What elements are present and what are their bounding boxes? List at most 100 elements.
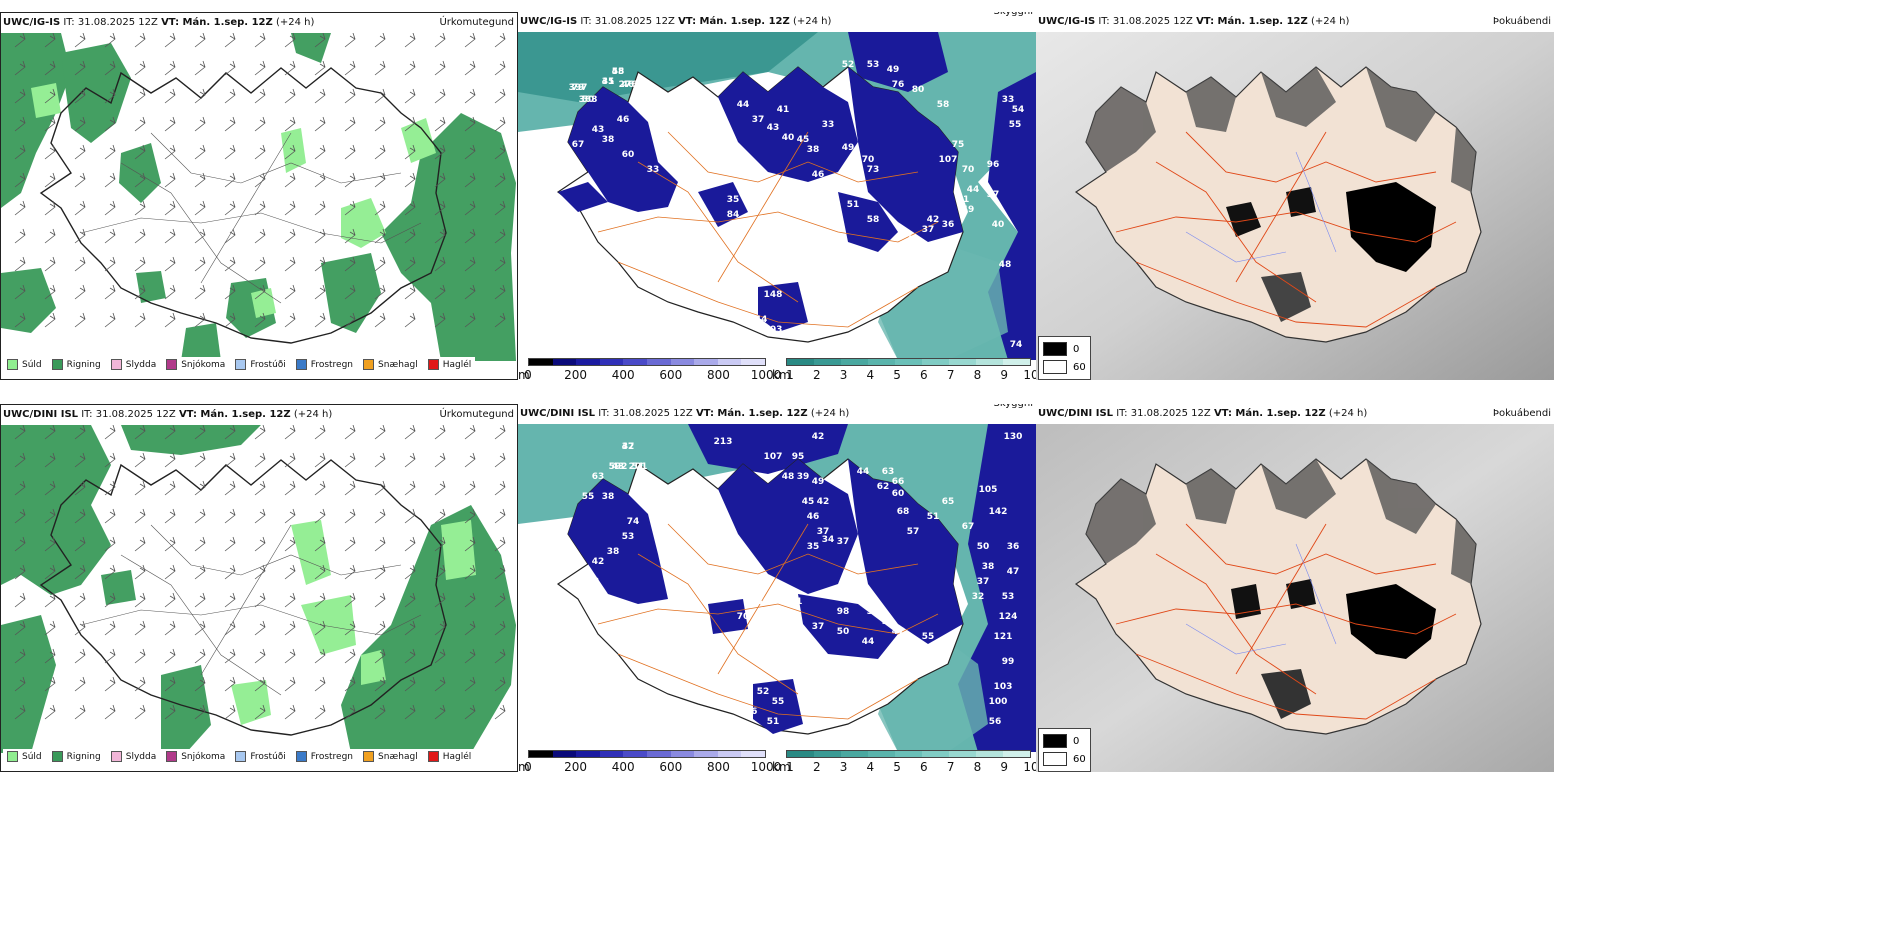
ceiling-value-label: 397: [569, 83, 588, 93]
wind-barb: [314, 256, 326, 272]
colorbar-tick: 0: [524, 368, 532, 380]
wind-barb: [404, 312, 416, 328]
wind-barb: [194, 536, 206, 552]
panel-header: UWC/DINI ISL IT: 31.08.2025 12Z VT: Mán.…: [1036, 404, 1554, 424]
ceiling-value-label: 107: [764, 452, 783, 462]
wind-barb: [254, 116, 266, 132]
wind-barb: [44, 704, 56, 720]
legend-label: Súld: [22, 359, 42, 370]
ceiling-value-label: 43: [777, 195, 790, 205]
legend-item: Haglél: [427, 359, 471, 370]
wind-barb: [314, 620, 326, 636]
wind-barb: [164, 60, 176, 76]
colorbar-tick: 2: [812, 760, 821, 772]
wind-barb: [494, 592, 506, 608]
wind-barb: [284, 116, 296, 132]
wind-barb: [464, 200, 476, 216]
legend-swatch: [235, 359, 247, 370]
wind-barb: [224, 33, 236, 48]
colorbar-tick: 10: [1023, 760, 1036, 772]
wind-barb: [224, 620, 236, 636]
init-time: IT: 31.08.2025 12Z: [598, 408, 693, 419]
wind-barb: [314, 200, 326, 216]
ceiling-value-label: 50: [837, 627, 850, 637]
wind-barb: [464, 144, 476, 160]
wind-barb: [434, 592, 446, 608]
wind-barb: [44, 508, 56, 524]
wind-barb: [434, 312, 446, 328]
wind-barb: [314, 452, 326, 468]
wind-barb: [254, 88, 266, 104]
ceiling-value-label: 130: [1004, 432, 1023, 442]
wind-barb: [164, 200, 176, 216]
ceiling-value-label: 46: [617, 115, 630, 125]
ceiling-value-label: 592: [609, 462, 628, 472]
wind-barb: [494, 648, 506, 664]
panel-title: Þokuábendi: [1492, 16, 1551, 27]
legend-swatch: [427, 751, 439, 762]
ceiling-value-label: 50: [552, 175, 565, 185]
ceiling-value-label: 104: [879, 260, 898, 270]
wind-barb: [164, 620, 176, 636]
legend-swatch: [166, 359, 178, 370]
wind-barb: [314, 425, 326, 440]
wind-barb: [494, 312, 506, 328]
wind-barb: [104, 564, 116, 580]
visibility-colorbar: km 1 2 3 4 5 6 7 8 9 10: [772, 750, 1036, 772]
wind-barb: [434, 284, 446, 300]
wind-barb: [404, 284, 416, 300]
fog-legend-high: 60: [1073, 361, 1086, 373]
colorbar-tick: 8: [973, 760, 982, 772]
ceiling-value-label: 37: [922, 225, 935, 235]
wind-barb: [224, 480, 236, 496]
wind-barb: [44, 200, 56, 216]
ceiling-value-label: 121: [994, 632, 1013, 642]
colorbar-tick: 7: [946, 760, 955, 772]
legend-label: Snjókoma: [181, 751, 226, 762]
wind-barb: [44, 564, 56, 580]
ceiling-value-label: 48: [872, 682, 885, 692]
panel-title: Úrkomutegund: [439, 17, 514, 28]
wind-barb: [104, 312, 116, 328]
wind-barb: [14, 88, 26, 104]
wind-barb: [434, 480, 446, 496]
wind-barb: [374, 564, 386, 580]
wind-barb: [374, 620, 386, 636]
wind-barb: [494, 284, 506, 300]
colorbar-tick: 1000: [750, 760, 782, 772]
wind-barb: [74, 284, 86, 300]
ceiling-value-label: 51: [957, 195, 970, 205]
ceiling-value-label: 103: [994, 682, 1013, 692]
wind-barb: [404, 564, 416, 580]
ceiling-value-label: 57: [987, 190, 1000, 200]
wind-barb: [44, 228, 56, 244]
wind-barb: [254, 425, 266, 440]
ceiling-value-label: 63: [592, 472, 605, 482]
lead-time: (+24 h): [275, 17, 315, 28]
wind-barb: [404, 116, 416, 132]
wind-barb: [224, 564, 236, 580]
ceiling-value-label: 53: [867, 60, 880, 70]
wind-barb: [164, 704, 176, 720]
roads: [80, 524, 422, 696]
wind-barb: [104, 88, 116, 104]
wind-barb: [344, 88, 356, 104]
wind-barb: [284, 144, 296, 160]
model-name: UWC/IG-IS: [3, 17, 61, 28]
wind-barb: [194, 200, 206, 216]
wind-barbs: [14, 425, 506, 720]
wind-barb: [284, 425, 296, 440]
wind-barb: [464, 425, 476, 440]
ceiling-value-label: 95: [792, 452, 805, 462]
wind-barb: [74, 592, 86, 608]
ceiling-value-label: 48: [642, 487, 655, 497]
ceiling-value-label: 35: [807, 542, 820, 552]
wind-barb: [224, 284, 236, 300]
colorbar-tick: 8: [973, 368, 982, 380]
wind-barb: [14, 425, 26, 440]
wind-barb: [224, 452, 236, 468]
wind-barb: [104, 452, 116, 468]
wind-barb: [134, 620, 146, 636]
